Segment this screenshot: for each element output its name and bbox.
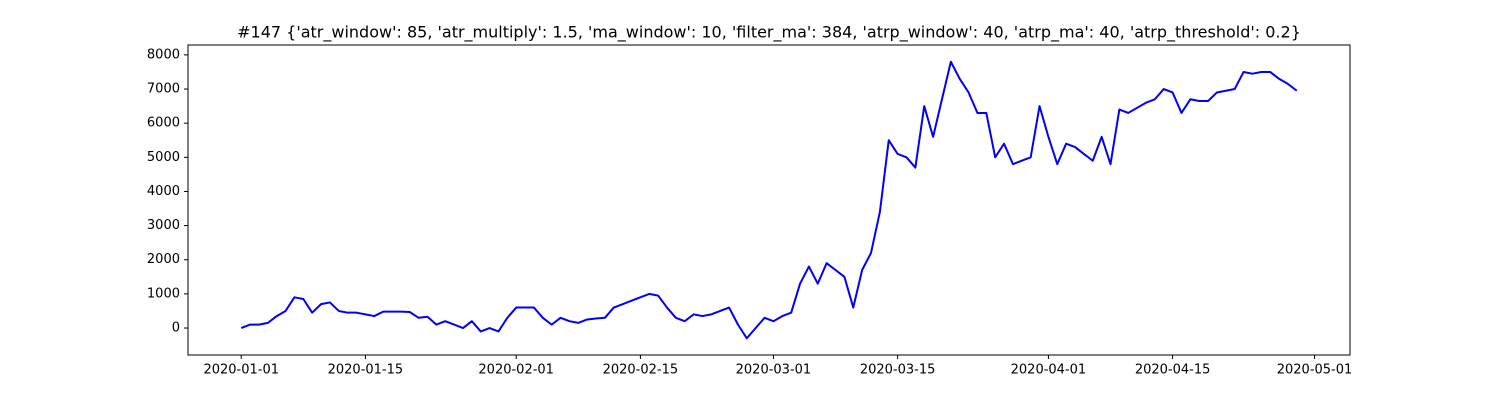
y-tick-label: 5000 bbox=[147, 150, 180, 165]
x-tick-label: 2020-01-15 bbox=[328, 363, 404, 378]
x-tick-label: 2020-03-15 bbox=[860, 363, 936, 378]
line-series bbox=[240, 60, 1298, 340]
x-tick-label: 2020-05-01 bbox=[1277, 363, 1353, 378]
y-tick-label: 1000 bbox=[147, 286, 180, 301]
y-tick-label: 2000 bbox=[147, 252, 180, 267]
y-tick-label: 0 bbox=[172, 321, 180, 336]
y-tick-label: 6000 bbox=[147, 116, 180, 131]
y-tick-label: 7000 bbox=[147, 82, 180, 97]
y-tick-label: 4000 bbox=[147, 184, 180, 199]
chart-title: #147 {'atr_window': 85, 'atr_multiply': … bbox=[237, 23, 1301, 43]
x-tick-label: 2020-02-15 bbox=[603, 363, 679, 378]
x-tick-label: 2020-04-15 bbox=[1135, 363, 1211, 378]
x-tick-label: 2020-03-01 bbox=[736, 363, 812, 378]
x-tick-label: 2020-04-01 bbox=[1011, 363, 1087, 378]
plot-frame bbox=[187, 44, 1351, 356]
x-tick-label: 2020-02-01 bbox=[478, 363, 554, 378]
x-tick-label: 2020-01-01 bbox=[203, 363, 279, 378]
y-tick-label: 3000 bbox=[147, 218, 180, 233]
y-tick-label: 8000 bbox=[147, 47, 180, 62]
